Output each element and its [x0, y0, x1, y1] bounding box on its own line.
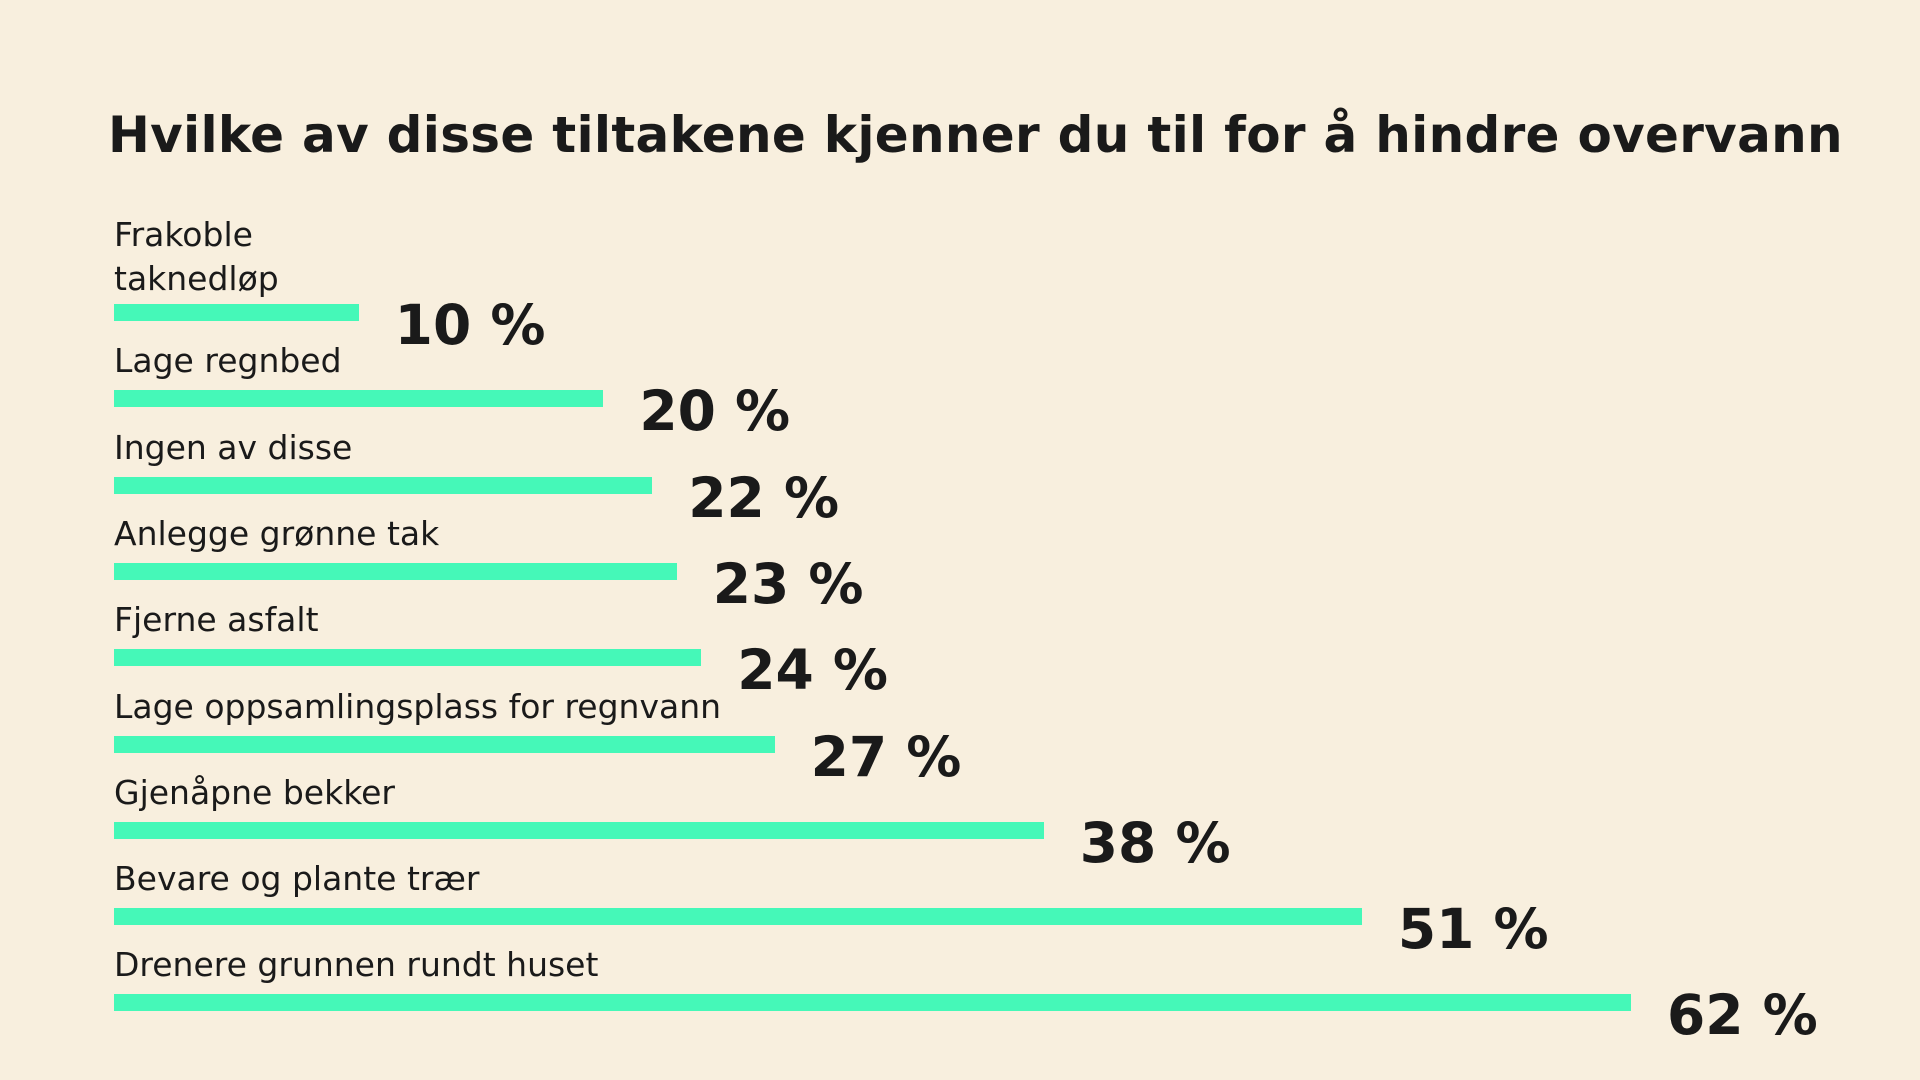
bar — [114, 821, 1044, 839]
bar — [114, 476, 653, 494]
value-label: 62 % — [1667, 983, 1818, 1048]
value-label: 27 % — [810, 724, 962, 789]
bar-row: Anlegge grønne tak 23 % — [0, 380, 1920, 614]
value-label: 10 % — [394, 293, 546, 357]
value-label: 38 % — [1079, 810, 1231, 875]
category-label: Gjenåpne bekker — [114, 772, 395, 812]
category-label: Drenere grunnen rundt huset — [114, 945, 599, 985]
category-label: Frakoble taknedløp — [114, 215, 279, 298]
value-label: 22 % — [688, 465, 840, 530]
value-label: 23 % — [712, 551, 864, 616]
bar — [114, 304, 359, 321]
bar — [114, 649, 702, 667]
bar — [114, 994, 1631, 1012]
bar-row: Frakoble taknedløp 10 % — [0, 121, 1920, 355]
bar-row: Fjerne asfalt 24 % — [0, 466, 1920, 700]
bar — [114, 562, 677, 580]
bar-row: Lage oppsamlingsplass for regnvann 27 % — [0, 553, 1920, 787]
bar — [114, 735, 775, 753]
category-label: Anlegge grønne tak — [114, 513, 440, 553]
bar-row: Bevare og plante trær 51 % — [0, 725, 1920, 959]
category-label: Lage oppsamlingsplass for regnvann — [114, 686, 722, 726]
value-label: 51 % — [1397, 897, 1549, 962]
bar-row: Drenere grunnen rundt huset 62 % — [0, 811, 1920, 1045]
value-label: 24 % — [737, 638, 889, 703]
bar-row: Gjenåpne bekker 38 % — [0, 639, 1920, 873]
category-label: Lage regnbed — [114, 341, 342, 381]
chart-title: Hvilke av disse tiltakene kjenner du til… — [108, 106, 1843, 164]
bar-row: Lage regnbed 20 % — [0, 207, 1920, 441]
bar — [114, 390, 604, 408]
category-label: Fjerne asfalt — [114, 600, 319, 640]
category-label: Ingen av disse — [114, 427, 353, 467]
bar — [114, 908, 1362, 926]
bar-row: Ingen av disse 22 % — [0, 294, 1920, 528]
category-label: Bevare og plante trær — [114, 859, 480, 899]
value-label: 20 % — [639, 379, 791, 444]
